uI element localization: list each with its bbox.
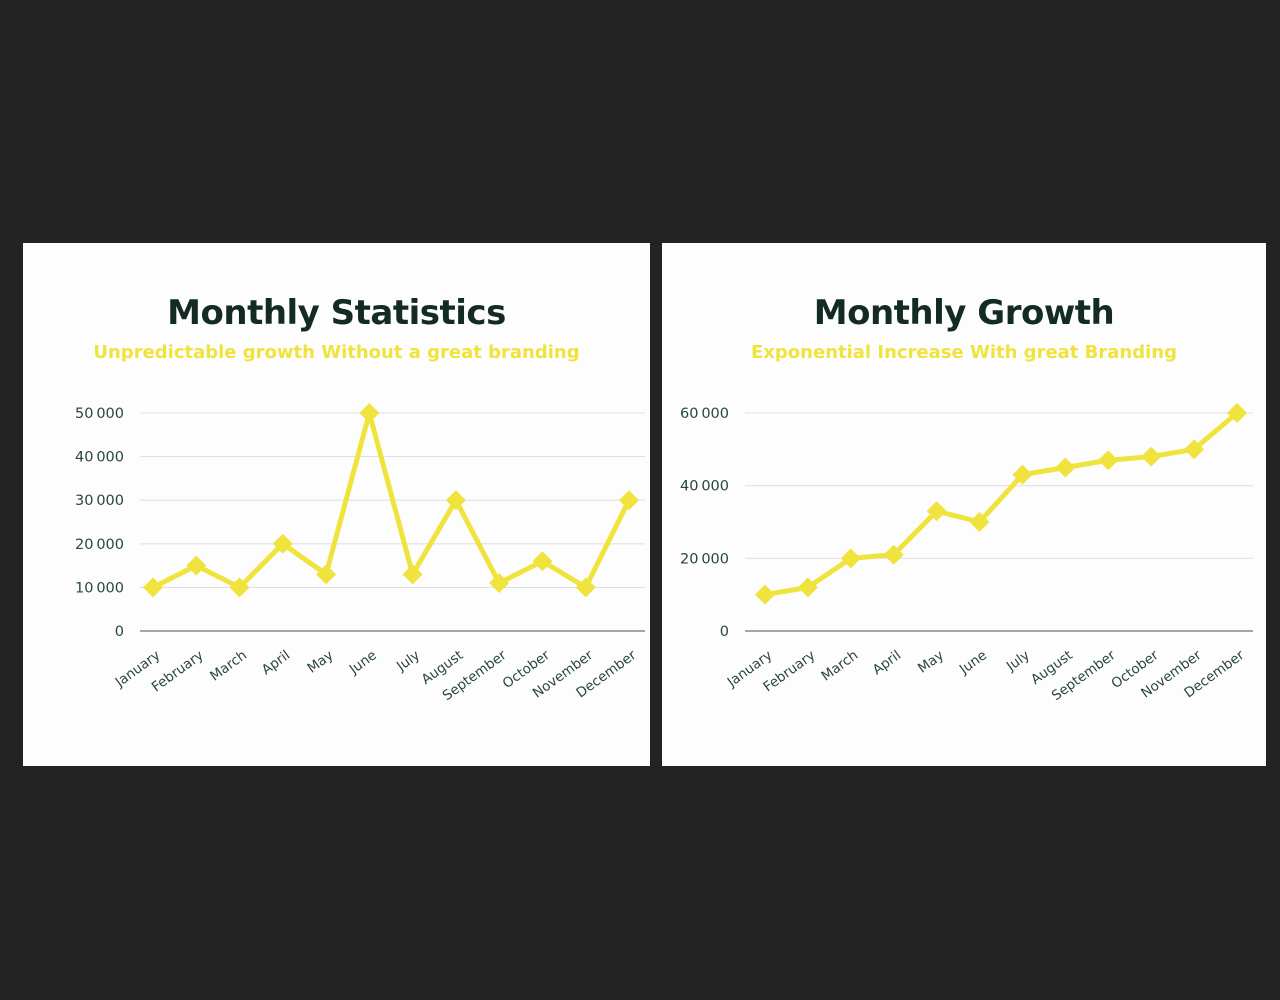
- diamond-marker: [883, 544, 904, 565]
- chart-subtitle: Unpredictable growth Without a great bra…: [93, 342, 580, 363]
- x-tick-label: May: [304, 647, 336, 676]
- y-tick-label: 20 000: [680, 551, 729, 567]
- x-tick-label: April: [259, 647, 293, 678]
- chart-title: Monthly Statistics: [167, 293, 506, 333]
- diamond-marker: [1098, 450, 1119, 471]
- x-tick-label: June: [956, 647, 990, 678]
- diamond-marker: [969, 512, 990, 532]
- diamond-marker: [926, 501, 947, 522]
- y-tick-label: 30 000: [75, 493, 124, 509]
- diamond-marker: [532, 551, 553, 572]
- x-tick-label: July: [393, 647, 423, 675]
- y-tick-label: 60 000: [680, 406, 729, 422]
- monthly-growth-plot: 0 20 000 40 000 60 000 January February March A…: [662, 373, 1266, 766]
- diamond-marker: [797, 577, 818, 598]
- diamond-marker: [1141, 446, 1162, 467]
- chart-title: Monthly Growth: [813, 293, 1115, 333]
- x-tick-label: April: [870, 647, 904, 678]
- diamond-marker: [1012, 464, 1033, 485]
- diamond-marker: [575, 577, 596, 598]
- x-tick-label: June: [346, 647, 380, 678]
- line-series: [762, 410, 1240, 598]
- monthly-statistics-plot: 0 10 000 20 000 30 000 40 000 50 000 January Fe…: [23, 373, 650, 766]
- y-tick-label: 40 000: [75, 450, 124, 466]
- chart-subtitle: Exponential Increase With great Branding: [751, 342, 1177, 363]
- diamond-marker: [445, 490, 466, 511]
- y-tick-label: 20 000: [75, 537, 124, 553]
- y-tick-label: 0: [720, 624, 729, 640]
- diamond-marker: [359, 403, 380, 423]
- x-tick-label: March: [818, 647, 861, 684]
- monthly-statistics-panel: Monthly Statistics Unpredictable growth …: [23, 243, 650, 766]
- y-tick-label: 40 000: [680, 479, 729, 495]
- x-tick-label: May: [915, 647, 947, 676]
- monthly-growth-panel: Monthly Growth Exponential Increase With…: [662, 243, 1266, 766]
- diamond-marker: [229, 577, 250, 598]
- y-tick-label: 10 000: [75, 580, 124, 596]
- diamond-marker: [186, 555, 207, 576]
- diamond-marker: [840, 548, 861, 569]
- diamond-marker: [619, 490, 639, 511]
- diamond-marker: [1055, 457, 1076, 478]
- line-series: [150, 410, 632, 590]
- diamond-marker: [143, 577, 163, 598]
- diamond-marker: [316, 564, 337, 585]
- diamond-marker: [1184, 439, 1205, 460]
- y-tick-label: 0: [115, 624, 124, 640]
- diamond-marker: [272, 533, 293, 554]
- diamond-marker: [1227, 403, 1247, 423]
- x-tick-label: March: [207, 647, 250, 684]
- x-tick-label: July: [1003, 647, 1033, 675]
- diamond-marker: [402, 564, 423, 585]
- diamond-marker: [489, 573, 510, 594]
- diamond-marker: [755, 584, 775, 605]
- y-tick-label: 50 000: [75, 406, 124, 422]
